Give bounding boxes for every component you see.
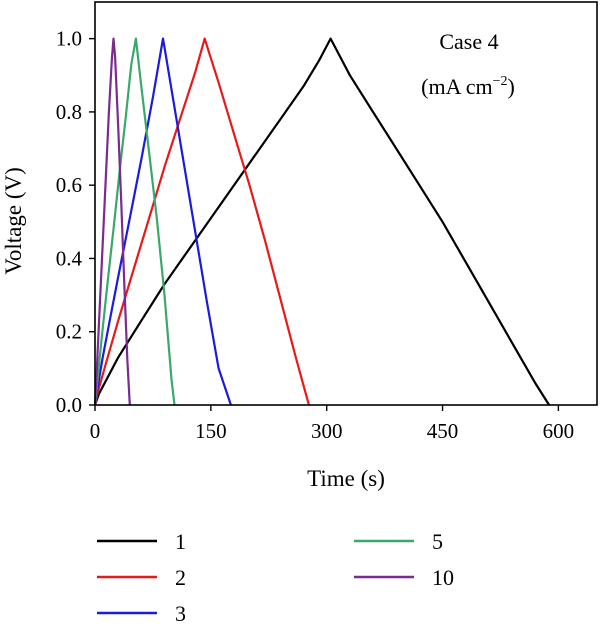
x-tick-label: 300 [311,419,343,443]
y-axis-ticks: 0.0 0.2 0.4 0.6 0.8 1.0 [56,27,95,417]
y-axis-label: Voltage (V) [1,167,26,275]
legend-item: 3 [97,601,186,626]
legend-item: 2 [97,565,186,590]
y-tick-label: 0.4 [56,246,83,270]
series-line-5 [93,37,176,406]
series-line-10 [93,37,131,406]
legend-item: 1 [97,529,186,554]
annotation-unit-exponent: −2 [493,74,508,89]
x-axis-label: Time (s) [307,466,385,491]
annotation-unit: (mA cm−2) [421,74,515,99]
y-tick-label: 0.6 [56,173,82,197]
legend-label: 10 [432,565,454,590]
plot-lines [93,37,551,406]
x-tick-label: 0 [90,419,101,443]
annotation-unit-close: ) [508,74,515,99]
legend-label: 2 [175,565,186,590]
series-line-2 [93,37,310,406]
x-axis-ticks: 0 150 300 450 600 [90,405,574,443]
y-tick-label: 1.0 [56,27,82,51]
x-tick-label: 600 [543,419,575,443]
x-tick-label: 450 [427,419,459,443]
plot-frame [94,1,598,406]
legend-label: 5 [432,529,443,554]
annotation-case: Case 4 [439,29,498,54]
x-tick-label: 150 [195,419,227,443]
y-tick-label: 0.8 [56,100,82,124]
legend: 1 2 3 5 10 [97,529,454,626]
series-line-3 [93,37,232,406]
legend-item: 10 [354,565,454,590]
legend-item: 5 [354,529,443,554]
annotation-unit-main: (mA cm [421,74,493,99]
legend-label: 3 [175,601,186,626]
y-tick-label: 0.0 [56,393,82,417]
legend-label: 1 [175,529,186,554]
y-tick-label: 0.2 [56,320,82,344]
series-line-1 [93,37,551,406]
